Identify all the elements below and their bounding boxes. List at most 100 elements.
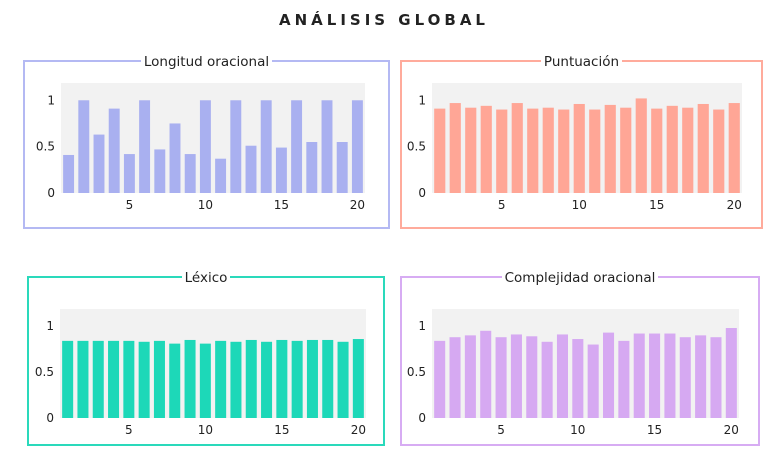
- x-tick-label: 20: [350, 198, 365, 212]
- bar: [230, 341, 242, 418]
- bar: [153, 340, 165, 418]
- bar: [526, 336, 538, 418]
- y-tick-label: 0.5: [35, 365, 54, 379]
- chart-title: Puntuación: [540, 54, 623, 70]
- y-tick-label: 1: [418, 319, 426, 333]
- bar: [604, 104, 616, 193]
- x-tick-label: 5: [497, 423, 505, 437]
- bar: [449, 337, 461, 418]
- bar: [542, 107, 554, 193]
- bar: [260, 100, 272, 193]
- x-tick-label: 5: [125, 423, 133, 437]
- bar: [138, 341, 150, 418]
- bar: [679, 337, 691, 418]
- bar: [710, 337, 722, 418]
- bar: [230, 100, 242, 193]
- bar: [139, 100, 151, 193]
- bar: [62, 340, 74, 418]
- bar: [635, 98, 647, 193]
- bar: [352, 339, 364, 418]
- bar: [556, 334, 569, 418]
- bar: [527, 108, 539, 193]
- x-tick-label: 20: [351, 423, 366, 437]
- plot-background: [60, 309, 366, 418]
- bar: [602, 332, 615, 418]
- bar: [275, 147, 287, 193]
- chart-title: Complejidad oracional: [501, 270, 659, 286]
- y-tick-label: 0: [418, 411, 426, 425]
- x-tick-label: 15: [274, 198, 289, 212]
- bar: [276, 339, 288, 418]
- bar: [434, 340, 446, 418]
- bar: [682, 107, 694, 193]
- y-tick-label: 0: [46, 411, 54, 425]
- bar: [697, 103, 709, 193]
- bar: [725, 328, 737, 418]
- x-tick-label: 15: [274, 423, 289, 437]
- x-tick-label: 10: [572, 198, 587, 212]
- bar-chart-longitud: 00.515 10 15 20: [36, 83, 365, 212]
- bar: [558, 109, 570, 193]
- y-tick-label: 0: [418, 186, 426, 200]
- bar: [480, 105, 492, 193]
- bar: [321, 100, 333, 193]
- chart-title: Longitud oracional: [140, 54, 273, 70]
- bar: [93, 134, 105, 193]
- bar: [123, 340, 135, 418]
- bar: [322, 339, 334, 418]
- bar: [633, 333, 645, 418]
- bar: [449, 103, 461, 193]
- x-tick-label: 5: [498, 198, 506, 212]
- bar: [199, 100, 211, 193]
- bar: [573, 103, 585, 193]
- bar: [434, 108, 446, 193]
- bar: [184, 154, 196, 193]
- bar-chart-complejidad: 00.515 10 15 20: [407, 309, 739, 437]
- plot-background: [432, 309, 739, 418]
- bar: [510, 334, 522, 418]
- x-tick-label: 15: [647, 423, 662, 437]
- bar: [184, 339, 196, 418]
- y-tick-label: 0: [47, 186, 55, 200]
- y-tick-label: 0.5: [407, 365, 426, 379]
- bar: [336, 142, 348, 193]
- y-tick-label: 1: [418, 93, 426, 107]
- bar: [495, 337, 507, 418]
- plot-background: [432, 83, 742, 193]
- chart-panel-longitud: Longitud oracional 0 0.5 1 5 10 15 20: [23, 54, 390, 229]
- bar: [199, 343, 211, 418]
- bar: [78, 100, 90, 193]
- bar: [261, 341, 273, 418]
- bar: [728, 103, 740, 193]
- bar: [572, 339, 584, 418]
- y-tick-label: 1: [47, 93, 55, 107]
- bar: [664, 333, 676, 418]
- bar: [541, 341, 553, 418]
- bar: [480, 330, 492, 418]
- bar: [618, 340, 630, 418]
- bar: [245, 339, 257, 418]
- chart-title: Léxico: [181, 270, 231, 286]
- bar: [169, 343, 181, 418]
- bar: [666, 105, 678, 193]
- y-tick-label: 0.5: [407, 140, 426, 154]
- bar: [589, 109, 601, 193]
- bar: [245, 145, 257, 193]
- bar: [651, 108, 663, 193]
- x-tick-label: 10: [198, 423, 213, 437]
- bar: [123, 154, 135, 193]
- bar: [306, 339, 318, 418]
- bar: [108, 108, 120, 193]
- bar: [511, 103, 523, 193]
- page-title: ANÁLISIS GLOBAL: [278, 11, 489, 29]
- chart-panel-puntuacion: Puntuación 0 0.5 1 5 10 15 20: [400, 54, 763, 229]
- x-tick-label: 10: [198, 198, 213, 212]
- bar: [649, 333, 661, 418]
- bar: [351, 100, 363, 193]
- bar: [465, 107, 477, 193]
- bar: [464, 335, 476, 418]
- chart-panel-lexico: Léxico 0 0.5 1 5 10 15 20: [27, 270, 385, 446]
- y-tick-label: 1: [46, 319, 54, 333]
- plot-background: [61, 83, 365, 193]
- bar: [215, 340, 227, 418]
